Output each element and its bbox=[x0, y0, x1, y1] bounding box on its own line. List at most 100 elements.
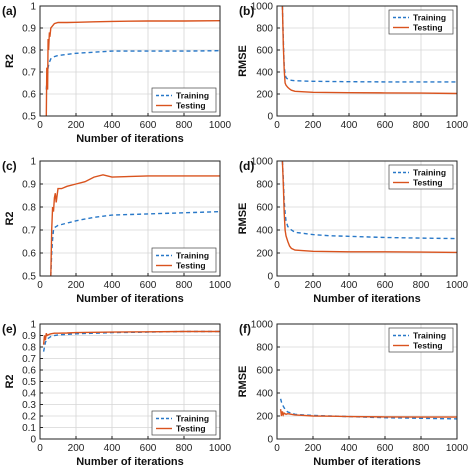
legend-box bbox=[388, 164, 454, 190]
y-tick-label: 400 bbox=[256, 68, 273, 79]
y-tick-label: 400 bbox=[256, 226, 273, 237]
x-tick-label: 600 bbox=[377, 120, 394, 131]
legend-label: Testing bbox=[176, 261, 206, 271]
x-tick-label: 800 bbox=[413, 443, 430, 454]
y-tick-label: 0.9 bbox=[22, 180, 36, 191]
y-tick-label: 800 bbox=[256, 180, 273, 191]
legend-label: Training bbox=[413, 168, 446, 178]
x-tick-label: 200 bbox=[68, 280, 85, 291]
y-tick-label: 1000 bbox=[251, 157, 274, 168]
y-axis-label: RMSE bbox=[237, 203, 249, 235]
x-tick-label: 1000 bbox=[446, 443, 469, 454]
x-tick-label: 0 bbox=[37, 280, 43, 291]
panel-label: (a) bbox=[2, 4, 17, 18]
x-axis-label: Number of iterations bbox=[76, 133, 184, 145]
x-tick-label: 800 bbox=[176, 280, 193, 291]
plot-frame bbox=[276, 160, 458, 277]
series-line-testing bbox=[45, 20, 220, 116]
series-line-training bbox=[50, 210, 220, 276]
y-tick-label: 600 bbox=[256, 46, 273, 57]
legend-label: Testing bbox=[176, 101, 206, 111]
series-line-testing bbox=[50, 174, 220, 276]
y-tick-label: 0.8 bbox=[22, 203, 36, 214]
y-tick-label: 0.8 bbox=[22, 343, 36, 354]
y-tick-label: 0.8 bbox=[22, 46, 36, 57]
x-tick-label: 0 bbox=[274, 120, 280, 131]
x-tick-label: 1000 bbox=[209, 280, 232, 291]
y-tick-label: 1000 bbox=[251, 2, 274, 13]
y-tick-label: 0.5 bbox=[22, 272, 36, 283]
panel-label: (c) bbox=[2, 159, 17, 173]
x-tick-label: 0 bbox=[37, 443, 43, 454]
plot-frame bbox=[39, 160, 221, 277]
x-tick-label: 0 bbox=[274, 443, 280, 454]
legend-label: Training bbox=[176, 251, 209, 261]
series-line-testing bbox=[281, 6, 457, 95]
legend-box bbox=[151, 247, 217, 273]
y-tick-label: 400 bbox=[256, 389, 273, 400]
legend-box bbox=[151, 410, 217, 436]
x-tick-label: 600 bbox=[140, 120, 157, 131]
x-axis-label: Number of iterations bbox=[313, 456, 421, 468]
x-tick-label: 800 bbox=[176, 443, 193, 454]
x-tick-label: 200 bbox=[305, 120, 322, 131]
x-tick-label: 200 bbox=[305, 280, 322, 291]
y-tick-label: 1 bbox=[30, 157, 36, 168]
x-tick-label: 600 bbox=[377, 280, 394, 291]
y-tick-label: 0.1 bbox=[22, 423, 36, 434]
y-tick-label: 0 bbox=[267, 272, 273, 283]
x-tick-label: 800 bbox=[176, 120, 193, 131]
y-tick-label: 0.5 bbox=[22, 112, 36, 123]
chart-panel: 0 200 400 600 800 1000 0.5 0.6 0.7 0.8 0.9 1 Number … bbox=[2, 2, 232, 146]
legend-label: Testing bbox=[413, 23, 443, 33]
legend-label: Testing bbox=[413, 178, 443, 188]
legend-box bbox=[388, 327, 454, 353]
plot-frame bbox=[276, 5, 458, 117]
chart-panel: 0 200 400 600 800 100000.10.20.30.40.50.60.70… bbox=[2, 320, 232, 469]
series-line-training bbox=[45, 50, 220, 90]
x-tick-label: 400 bbox=[341, 120, 358, 131]
y-tick-label: 0.3 bbox=[22, 400, 36, 411]
x-tick-label: 0 bbox=[37, 120, 43, 131]
chart-panel: 0 200 400 600 800 1000 0 200 400 600 800 1000 Number… bbox=[237, 320, 469, 469]
x-tick-label: 400 bbox=[104, 443, 121, 454]
y-tick-label: 200 bbox=[256, 412, 273, 423]
y-tick-label: 0.7 bbox=[22, 68, 36, 79]
y-axis-label: RMSE bbox=[237, 45, 249, 77]
legend-label: Testing bbox=[176, 424, 206, 434]
panel-label: (d) bbox=[239, 159, 254, 173]
x-tick-label: 400 bbox=[104, 120, 121, 131]
legend-label: Training bbox=[413, 331, 446, 341]
y-tick-label: 600 bbox=[256, 366, 273, 377]
plot-frame bbox=[276, 323, 458, 440]
legend-box bbox=[388, 9, 454, 35]
x-axis-label: Number of iterations bbox=[76, 456, 184, 468]
x-tick-label: 0 bbox=[274, 280, 280, 291]
x-tick-label: 400 bbox=[104, 280, 121, 291]
y-tick-label: 0.7 bbox=[22, 354, 36, 365]
x-tick-label: 200 bbox=[305, 443, 322, 454]
panel-label: (f) bbox=[239, 322, 251, 336]
y-axis-label: R2 bbox=[4, 374, 16, 388]
panel-label: (e) bbox=[2, 322, 17, 336]
x-tick-label: 200 bbox=[68, 443, 85, 454]
y-tick-label: 0.2 bbox=[22, 412, 36, 423]
legend-box bbox=[151, 87, 217, 113]
x-tick-label: 800 bbox=[413, 120, 430, 131]
y-tick-label: 1 bbox=[30, 320, 36, 331]
series-line-training bbox=[281, 6, 457, 83]
y-tick-label: 0 bbox=[30, 435, 36, 446]
y-tick-label: 0.7 bbox=[22, 226, 36, 237]
y-tick-label: 0.6 bbox=[22, 249, 36, 260]
chart-panel: 0 200 400 600 800 1000 0.5 0.6 0.7 0.8 0.9 1 Number … bbox=[2, 157, 232, 306]
x-tick-label: 600 bbox=[377, 443, 394, 454]
x-tick-label: 600 bbox=[140, 443, 157, 454]
y-axis-label: RMSE bbox=[237, 366, 249, 398]
y-tick-label: 0.5 bbox=[22, 377, 36, 388]
y-tick-label: 800 bbox=[256, 24, 273, 35]
x-axis-label: Number of iterations bbox=[76, 293, 184, 305]
y-tick-label: 1 bbox=[30, 2, 36, 13]
